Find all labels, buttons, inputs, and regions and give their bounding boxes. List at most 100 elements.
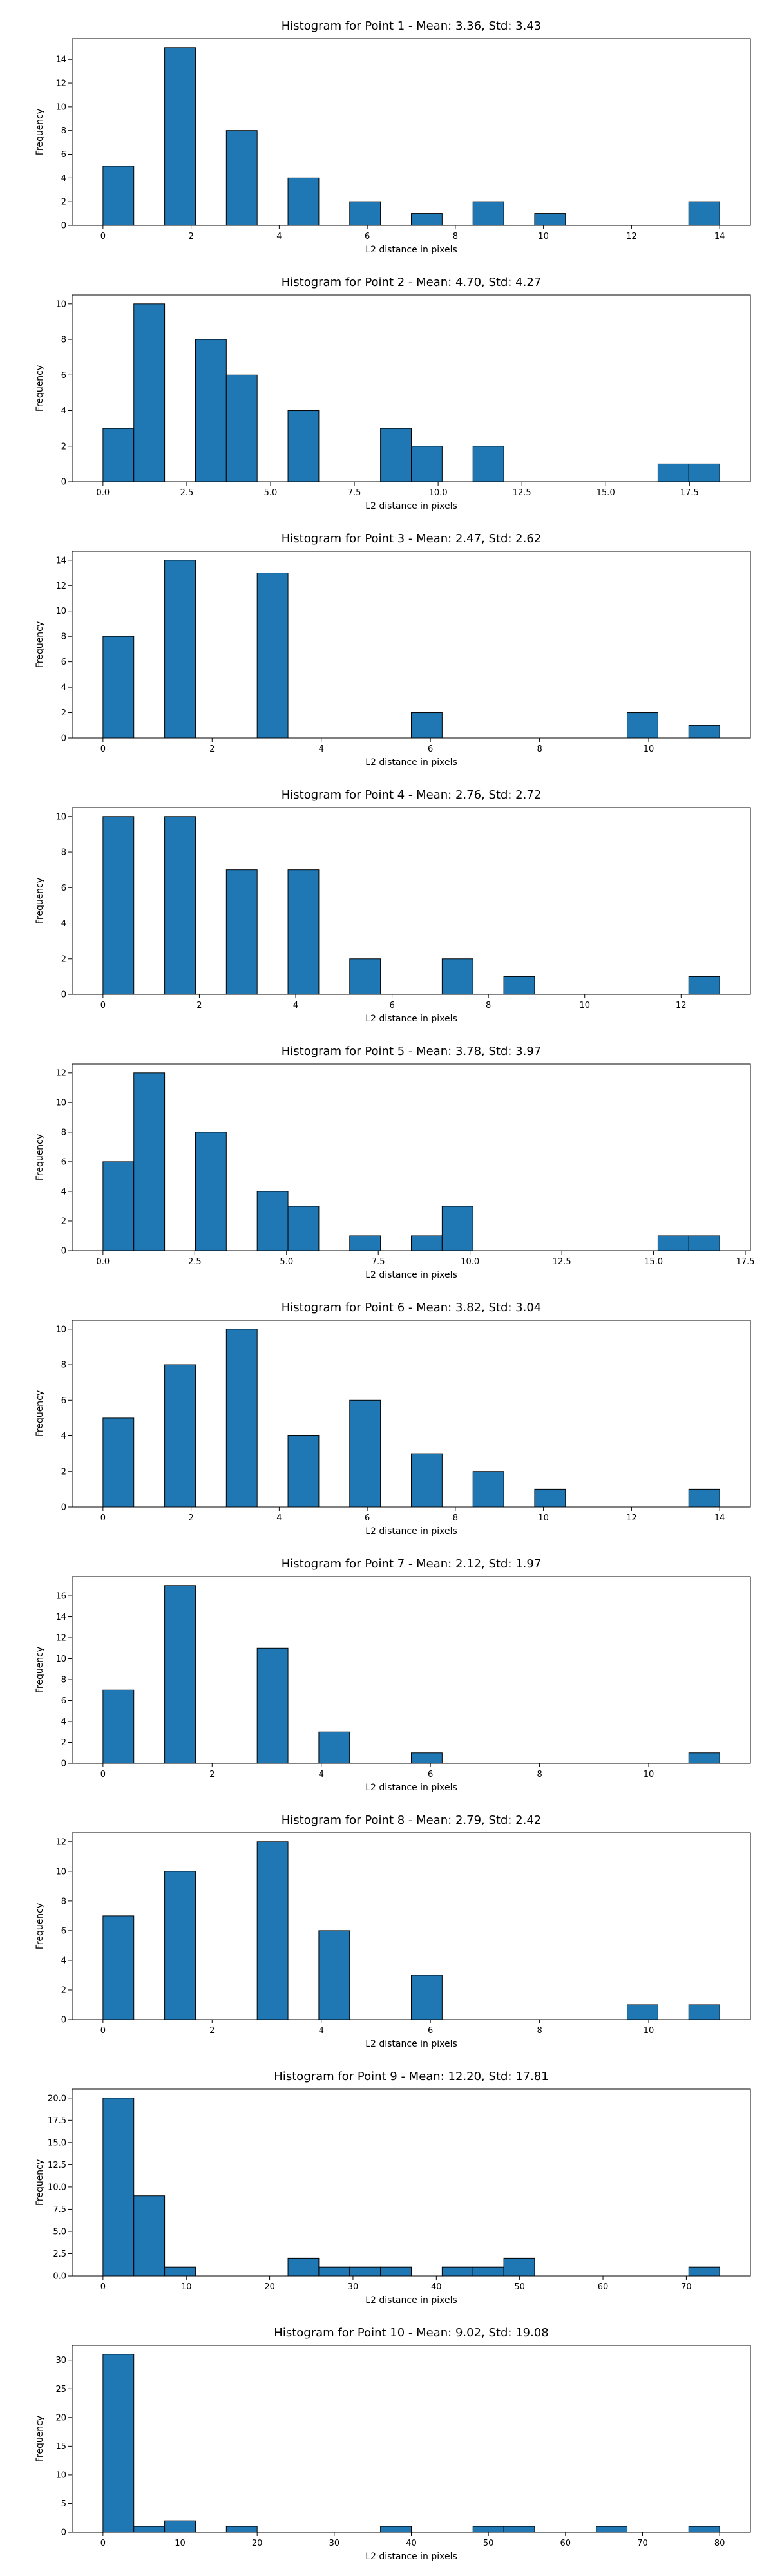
x-tick-label: 50 [514, 2282, 525, 2292]
x-axis-label: L2 distance in pixels [365, 2552, 457, 2562]
x-axis-label: L2 distance in pixels [365, 1526, 457, 1537]
y-tick-label: 6 [61, 1157, 66, 1167]
y-tick-label: 4 [61, 174, 66, 184]
histogram-bar [688, 1488, 720, 1508]
plot-frame [72, 1832, 751, 2020]
x-tick-label: 2 [209, 1770, 215, 1779]
x-tick-label: 0 [100, 1770, 106, 1779]
histogram-bar [349, 958, 381, 995]
x-tick-label: 8 [537, 2026, 542, 2036]
y-tick-label: 2 [61, 198, 66, 207]
histogram-bar [287, 2257, 320, 2277]
x-tick-label: 0.0 [97, 1257, 110, 1267]
plot-frame [72, 2088, 751, 2277]
y-tick-label: 12 [55, 1068, 66, 1078]
histogram-bar [164, 1364, 196, 1508]
histogram-bar [627, 712, 658, 739]
y-tick-label: 4 [61, 1432, 66, 1441]
x-axis-label: L2 distance in pixels [365, 757, 457, 768]
x-tick-label: 20 [264, 2282, 275, 2292]
histogram-bar [688, 724, 720, 739]
x-tick-label: 15.0 [596, 488, 615, 498]
y-axis-label: Frequency [35, 1903, 45, 1949]
histogram-bar [133, 2526, 166, 2533]
histogram-bar [688, 201, 720, 226]
y-tick-label: 10 [55, 1098, 66, 1108]
plot-frame [72, 551, 751, 739]
y-tick-label: 25 [55, 2385, 66, 2394]
histogram-bar [164, 560, 196, 739]
histogram-bar [102, 636, 135, 739]
x-tick-label: 4 [319, 2026, 324, 2036]
histogram-bar [225, 1329, 258, 1508]
histogram-bar [102, 428, 135, 482]
x-tick-label: 17.5 [680, 488, 699, 498]
y-tick-label: 10 [55, 102, 66, 112]
histogram-bar [688, 2004, 720, 2020]
histogram-bar [503, 2526, 535, 2533]
histogram-bar [195, 1132, 227, 1251]
y-tick-label: 6 [61, 1396, 66, 1406]
chart-title: Histogram for Point 8 - Mean: 2.79, Std:… [282, 1814, 542, 1827]
plot-frame [72, 294, 751, 482]
histogram-bar [503, 2257, 535, 2277]
y-tick-label: 12 [55, 1837, 66, 1847]
histogram-bar [688, 1235, 720, 1251]
y-tick-label: 0 [61, 1759, 66, 1769]
x-tick-label: 0 [100, 2026, 106, 2036]
y-tick-label: 4 [61, 919, 66, 929]
histogram-bar [102, 166, 135, 226]
x-tick-label: 10 [644, 2026, 654, 2036]
x-tick-label: 8 [453, 1513, 458, 1523]
x-tick-label: 14 [714, 1513, 725, 1523]
histogram-bar [102, 2098, 135, 2277]
y-tick-label: 12.5 [48, 2161, 66, 2170]
y-tick-label: 2 [61, 442, 66, 451]
y-tick-label: 0 [61, 990, 66, 1000]
x-tick-label: 2.5 [188, 1257, 202, 1267]
histogram-bar [503, 976, 535, 995]
y-tick-label: 14 [55, 55, 66, 65]
histogram-bar [411, 446, 443, 482]
x-tick-label: 2 [188, 232, 193, 242]
y-tick-label: 10 [55, 2470, 66, 2480]
y-tick-label: 15.0 [48, 2138, 66, 2148]
x-tick-label: 10 [175, 2539, 186, 2548]
histogram-bar [472, 2526, 504, 2533]
histogram-bar [349, 2266, 381, 2277]
y-tick-label: 8 [61, 1676, 66, 1685]
x-tick-label: 0 [100, 2282, 106, 2292]
y-tick-label: 0 [61, 1503, 66, 1513]
y-tick-label: 14 [55, 1613, 66, 1622]
histogram-bar [102, 1915, 135, 2020]
y-axis-label: Frequency [35, 621, 45, 668]
x-tick-label: 8 [537, 744, 542, 754]
histogram-panel-2: Histogram for Point 2 - Mean: 4.70, Std:… [35, 276, 751, 511]
y-tick-label: 8 [61, 632, 66, 642]
x-tick-label: 30 [329, 2539, 340, 2548]
x-tick-label: 4 [319, 744, 324, 754]
x-tick-label: 0 [100, 232, 106, 242]
y-tick-label: 10 [55, 1325, 66, 1334]
histogram-panel-1: Histogram for Point 1 - Mean: 3.36, Std:… [35, 19, 751, 255]
histogram-bar [318, 2266, 350, 2277]
y-tick-label: 6 [61, 1926, 66, 1936]
y-tick-label: 20 [55, 2413, 66, 2423]
y-axis-label: Frequency [35, 2159, 45, 2206]
x-tick-label: 10 [538, 232, 549, 242]
x-tick-label: 4 [293, 1001, 298, 1010]
y-tick-label: 5.0 [53, 2227, 66, 2237]
histogram-panel-9: Histogram for Point 9 - Mean: 12.20, Std… [35, 2070, 751, 2306]
chart-title: Histogram for Point 1 - Mean: 3.36, Std:… [282, 19, 542, 33]
y-tick-label: 14 [55, 556, 66, 565]
x-tick-label: 70 [681, 2282, 692, 2292]
y-tick-label: 10 [55, 299, 66, 309]
y-tick-label: 4 [61, 1956, 66, 1965]
plot-frame [72, 1063, 751, 1251]
x-tick-label: 40 [431, 2282, 442, 2292]
y-tick-label: 12 [55, 79, 66, 89]
x-tick-label: 17.5 [736, 1257, 755, 1267]
histogram-bar [411, 1235, 443, 1251]
x-tick-label: 7.5 [348, 488, 361, 498]
